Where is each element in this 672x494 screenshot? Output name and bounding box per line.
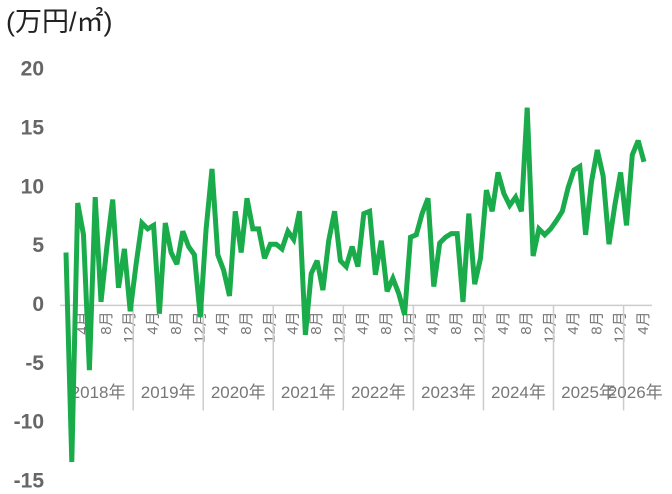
- y-tick-label: -5: [25, 352, 44, 375]
- x-tick-label: 4月: [355, 311, 372, 334]
- year-label: 2021年: [281, 383, 336, 402]
- x-tick-label: 12月: [191, 311, 208, 343]
- y-tick-label: 15: [21, 116, 45, 139]
- x-tick-label: 12月: [612, 311, 629, 343]
- y-tick-label: 20: [21, 58, 44, 81]
- x-tick-label: 4月: [565, 311, 582, 334]
- x-tick-label: 8月: [308, 311, 325, 334]
- x-tick-label: 8月: [378, 311, 395, 334]
- x-tick-label: 4月: [425, 311, 442, 334]
- x-tick-label: 4月: [145, 311, 162, 334]
- y-tick-label: 5: [32, 234, 44, 257]
- chart-title: (万円/㎡): [6, 7, 112, 37]
- x-tick-label: 8月: [518, 311, 535, 334]
- y-tick-label: -10: [14, 411, 44, 434]
- x-tick-label: 8月: [168, 311, 185, 334]
- x-tick-label: 4月: [215, 311, 232, 334]
- year-label: 2022年: [351, 383, 406, 402]
- x-tick-label: 4月: [285, 311, 302, 334]
- year-label: 2024年: [491, 383, 546, 402]
- data-line: [63, 107, 647, 463]
- x-tick-label: 8月: [238, 311, 255, 334]
- x-tick-label: 8月: [448, 311, 465, 334]
- year-label: 2026年: [608, 383, 663, 402]
- x-tick-label: 12月: [331, 311, 348, 343]
- x-tick-label: 8月: [588, 311, 605, 334]
- year-label: 2023年: [421, 383, 476, 402]
- year-label: 2018年: [71, 383, 126, 402]
- x-tick-label: 4月: [495, 311, 512, 334]
- year-label: 2019年: [141, 383, 196, 402]
- x-tick-label: 8月: [98, 311, 115, 334]
- x-tick-label: 4月: [635, 311, 652, 334]
- x-tick-label: 12月: [401, 311, 418, 343]
- y-tick-label: 0: [32, 293, 44, 316]
- y-tick-label: -15: [14, 470, 45, 493]
- year-label: 2020年: [211, 383, 266, 402]
- x-tick-label: 12月: [121, 311, 138, 343]
- x-tick-label: 12月: [542, 311, 559, 343]
- y-tick-label: 10: [21, 175, 44, 198]
- year-label: 2025年: [561, 383, 616, 402]
- x-tick-label: 12月: [261, 311, 278, 343]
- x-tick-label: 12月: [471, 311, 488, 343]
